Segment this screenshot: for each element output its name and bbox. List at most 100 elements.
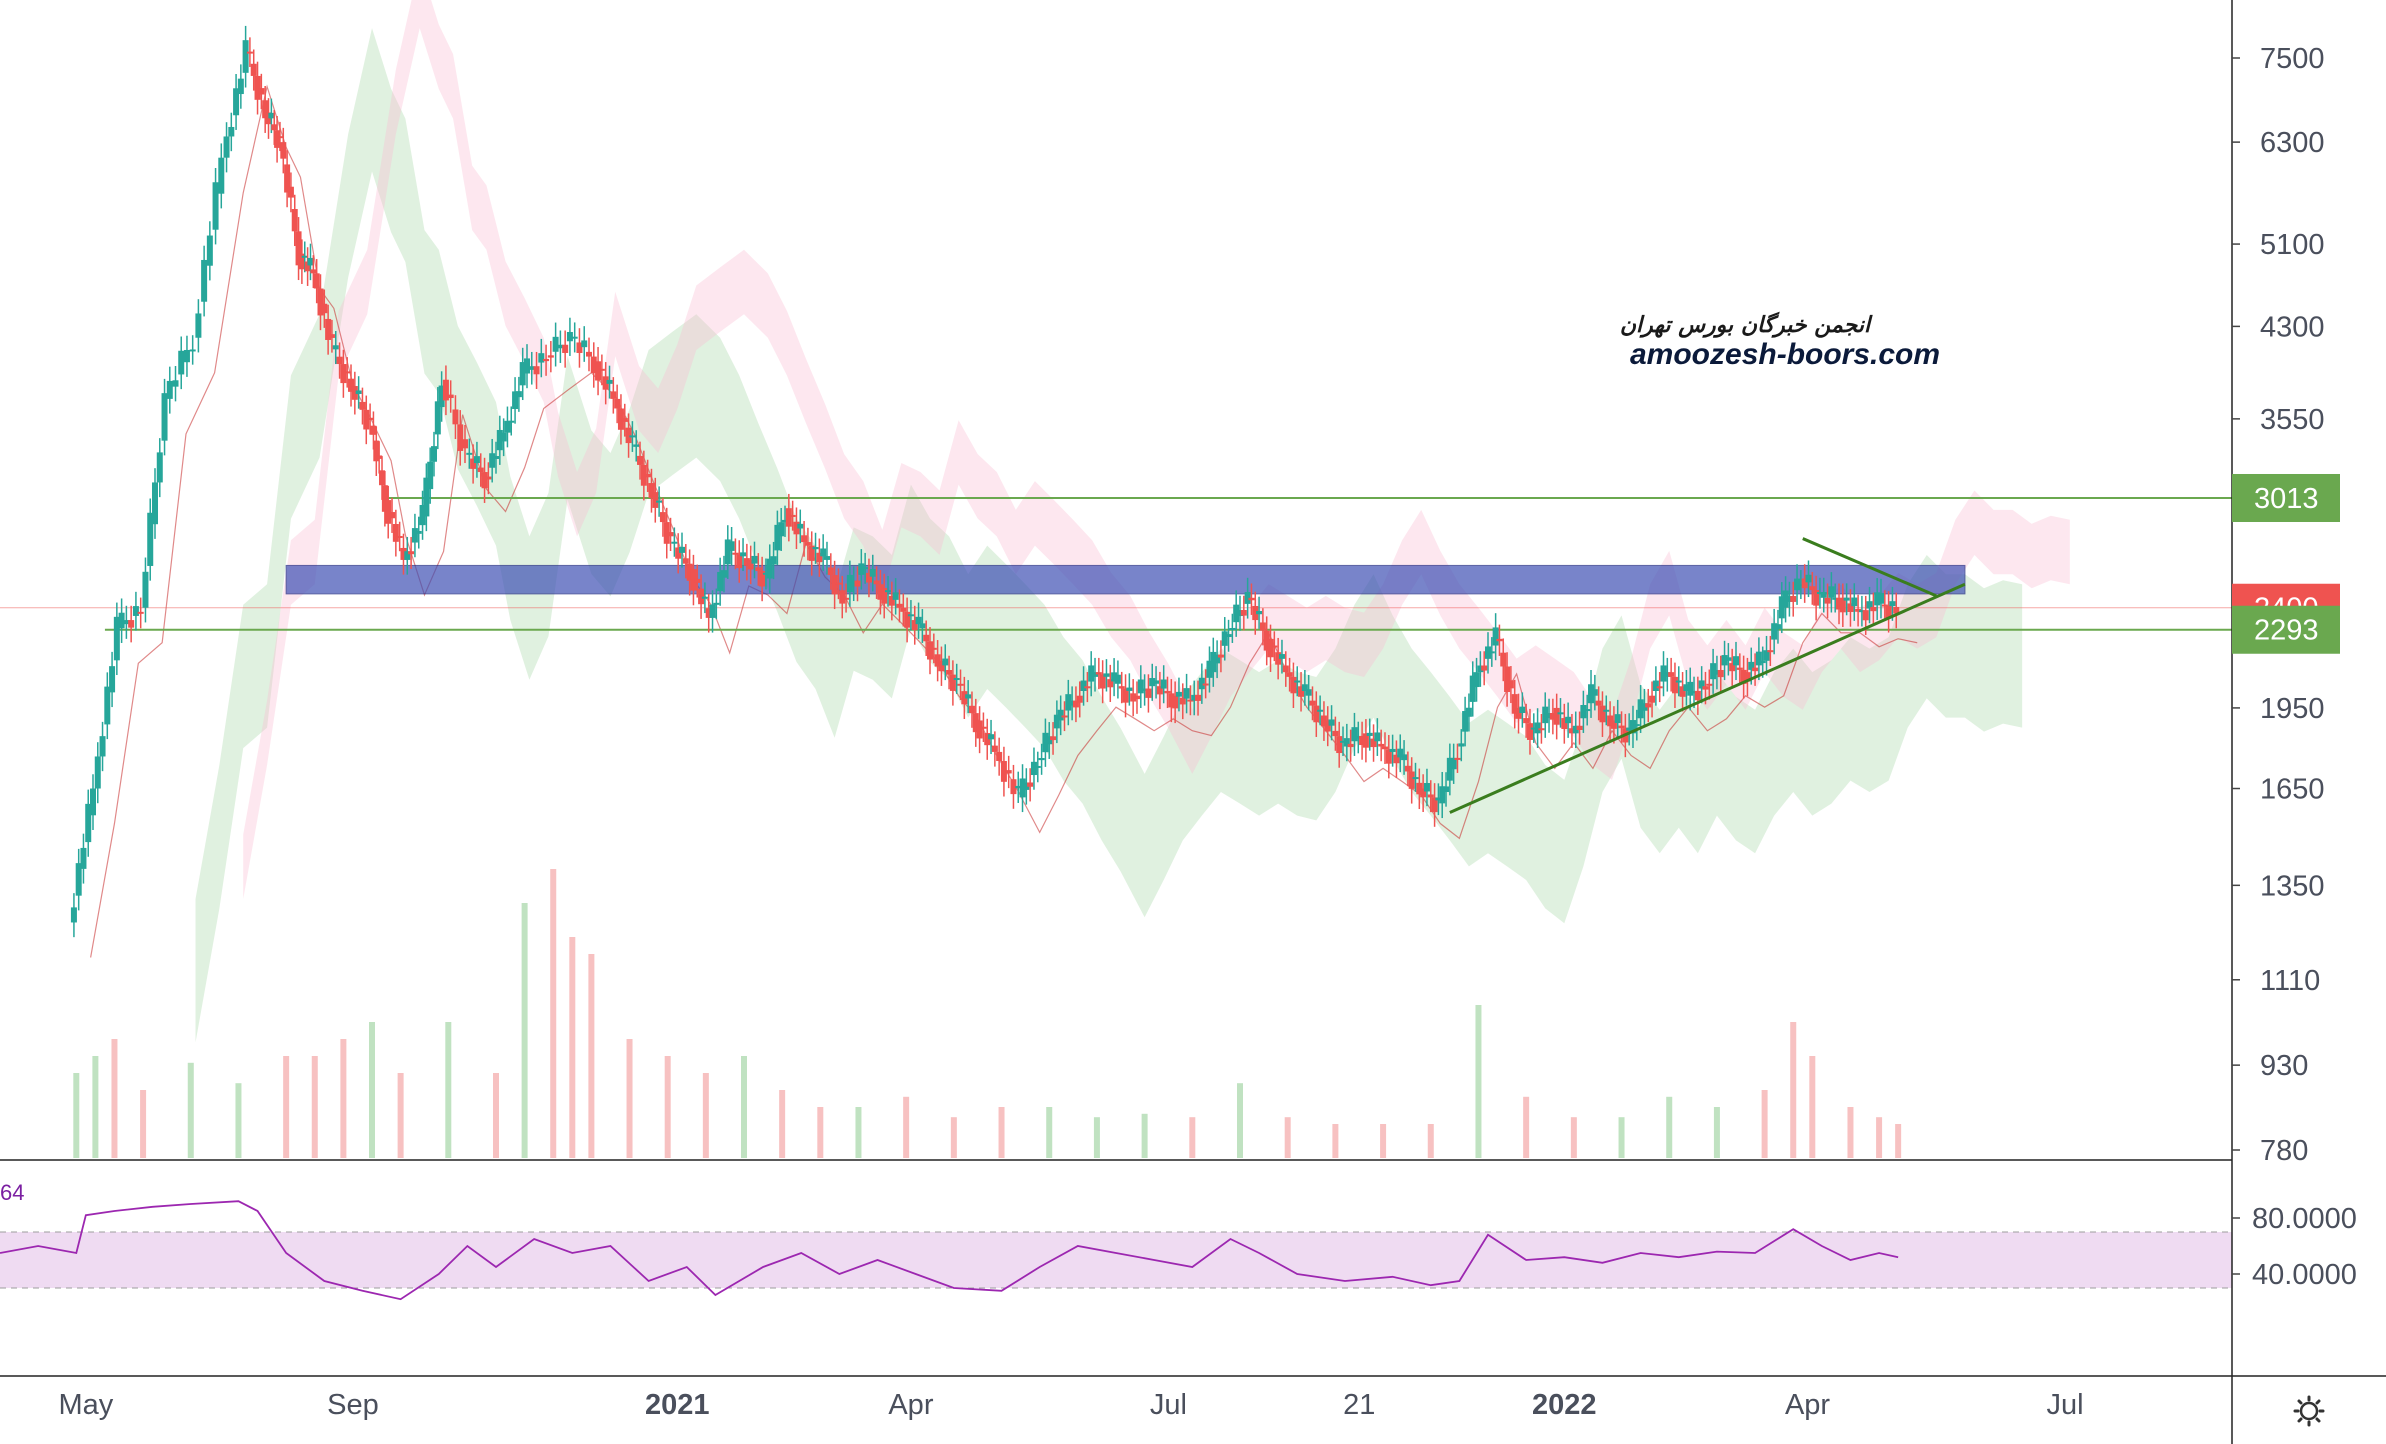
candle-body [617,408,624,430]
candle-body [1767,650,1774,653]
candle-body [1202,683,1209,686]
candle-body [1515,707,1522,719]
candle-body [1099,674,1106,689]
candle-body [1328,719,1335,726]
volume-bar [235,1083,242,1158]
supply-zone [285,564,1966,595]
candle-body [547,355,554,358]
gear-icon[interactable] [2293,1395,2325,1427]
volume-bar [1284,1117,1291,1158]
candle-body [1107,679,1114,688]
candle-body [1019,778,1026,798]
candle-body [1259,622,1266,631]
candle-body [1629,720,1636,734]
volume-bar [1427,1124,1434,1158]
candle-body [1034,765,1041,768]
candle-body [846,574,853,593]
price-tick-label: 1110 [2260,965,2320,997]
candle-body [161,393,168,441]
candle-body [1351,727,1358,742]
trendline-descending [1802,537,1937,598]
candle-body [1317,709,1324,712]
candle-body [1626,727,1633,731]
candle-body [195,313,202,338]
candle-body [1740,669,1747,684]
candle-body [218,157,225,194]
candle-body [873,580,880,585]
candle-body [313,273,320,289]
candle-body [1725,657,1732,661]
candle-body [1828,586,1835,598]
candle-body [888,595,895,606]
candle-body [1778,596,1785,619]
candle-body [1664,672,1671,677]
volume-bar [817,1107,824,1158]
candle-body [557,344,564,349]
candle-body [1362,733,1369,748]
candle-body [1866,601,1873,609]
volume-bar [626,1039,633,1158]
candle-body [1809,586,1816,591]
candle-body [1393,754,1400,764]
candle-body [566,331,573,342]
candle-body [367,417,374,420]
volume-bar [855,1107,862,1158]
candle-body [885,590,892,593]
volume-bar [1475,1005,1482,1158]
candle-body [389,512,396,519]
candle-body [212,182,219,230]
candle-body [427,461,434,490]
time-tick-label: Sep [327,1389,379,1421]
candle-body [782,519,789,523]
candle-body [675,547,682,559]
candle-body [996,751,1003,762]
candle-body [1366,732,1373,736]
candle-body [1496,638,1503,642]
volume-bar [1046,1107,1053,1158]
price-tick-label: 7500 [2260,43,2325,75]
candle-body [1401,754,1408,761]
candle-body [590,356,597,374]
candle-body [1465,707,1472,717]
candle-body [1042,732,1049,753]
candle-body [1217,654,1224,658]
candle-body [515,391,522,398]
candle-body [379,470,386,486]
candle-body [892,592,899,600]
candle-body [552,336,559,352]
candle-body [370,425,377,435]
candle-body [938,660,945,672]
candle-body [1843,597,1850,601]
candle-body [1427,794,1434,798]
candle-body [625,427,632,444]
volume-bar [1847,1107,1854,1158]
candle-body [307,257,314,266]
candle-body [713,602,720,605]
candle-body [1294,680,1301,683]
candle-body [1225,634,1232,638]
candle-body [201,259,208,302]
candle-body [504,420,511,433]
candle-body [94,756,101,789]
candle-body [1160,679,1167,689]
candle-body [1855,608,1862,612]
candle-body [1836,597,1843,610]
candle-body [1694,690,1701,701]
candle-body [1538,728,1545,731]
candle-body [1443,786,1450,792]
volume-bar [1876,1117,1883,1158]
trendline-ascending [1449,582,1966,814]
candle-body [118,612,125,629]
candle-body [1572,725,1579,734]
candle-body [1233,604,1240,623]
candle-body [1488,651,1495,654]
candle-body [762,572,769,575]
candle-body [965,694,972,699]
candle-body [1851,597,1858,607]
candle-body [500,432,507,442]
candle-body [262,100,269,119]
candle-body [1675,680,1682,683]
candle-body [656,500,663,503]
candle-body [1645,703,1652,708]
